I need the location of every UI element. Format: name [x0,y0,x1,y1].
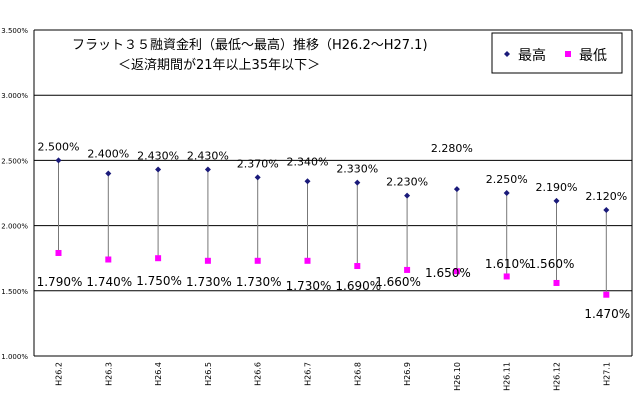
max-point [55,157,62,164]
min-value-label: 1.560% [529,257,575,271]
x-tick-label: H26.9 [403,362,412,386]
min-value-label: 1.790% [37,275,83,289]
min-point [304,257,311,264]
min-value-label: 1.610% [485,257,531,271]
y-tick-label: 2.000% [1,223,28,231]
max-value-label: 2.330% [336,163,378,176]
min-point [503,273,510,280]
min-point [354,263,361,270]
legend-label-max: 最高 [518,47,546,64]
max-point [204,166,211,173]
min-point [453,268,460,275]
legend-marker-min [565,51,571,57]
x-tick-label: H26.11 [503,362,512,391]
grid-layer [33,29,633,357]
min-value-label: 1.690% [335,279,381,293]
x-tick-label: H26.6 [254,362,263,386]
max-point [404,192,411,199]
y-tick-label: 1.500% [1,288,28,296]
y-tick-label: 3.500% [1,27,28,35]
min-point [254,257,261,264]
min-value-label: 1.750% [136,274,182,288]
min-point [155,255,162,262]
x-tick-label: H26.3 [104,362,113,386]
legend: 最高 最低 [491,32,623,74]
y-tick-label: 2.500% [1,157,28,165]
max-value-label: 2.430% [137,150,179,163]
label-layer: 2.500% 1.790% 2.400% 1.740% 2.430% 1.750% 2.43… [37,140,631,321]
x-tick-label: H26.10 [453,362,462,391]
min-point [105,256,112,263]
x-tick-label: H26.12 [553,362,562,391]
min-value-label: 1.660% [375,275,421,289]
max-value-label: 2.500% [38,140,80,153]
max-value-label: 2.340% [287,155,329,168]
max-value-label: 2.120% [585,190,627,203]
max-value-label: 2.230% [386,176,428,189]
chart-title: フラット３５融資金利（最低～最高）推移（H26.2～H27.1) [72,37,428,53]
max-value-label: 2.430% [187,150,229,163]
y-tick-label: 1.000% [1,353,28,361]
x-tick-layer: H26.2 H26.3 H26.4 H26.5 H26.6 H26.7 H26.8 H26.9… [55,362,612,391]
y-tick-layer: 1.000% 1.500% 2.000% 2.500% 3.000% 3.500% [1,27,28,361]
max-value-label: 2.370% [237,157,279,170]
min-value-label: 1.740% [86,275,132,289]
x-tick-label: H26.4 [154,362,163,386]
max-point [603,206,610,213]
chart-subtitle: ＜返済期間が21年以上35年以下＞ [118,57,320,73]
mark-layer [55,157,610,298]
max-value-label: 2.280% [431,142,473,155]
min-value-label: 1.650% [425,266,471,280]
x-tick-label: H26.5 [204,362,213,386]
min-value-label: 1.730% [186,275,232,289]
max-point [254,174,261,181]
min-point [55,249,62,256]
max-value-label: 2.250% [486,173,528,186]
min-value-label: 1.470% [584,307,630,321]
max-value-label: 2.400% [87,147,129,160]
max-point [304,178,311,185]
max-point [105,170,112,177]
min-point [404,266,411,273]
x-tick-label: H26.8 [353,362,362,386]
max-point [453,186,460,193]
min-point [603,291,610,298]
legend-box [491,32,623,74]
stem-layer [58,160,607,295]
max-point [354,179,361,186]
max-value-label: 2.190% [536,181,578,194]
min-value-label: 1.730% [286,279,332,293]
min-value-label: 1.730% [236,275,282,289]
y-tick-label: 3.000% [1,92,28,100]
max-point [553,197,560,204]
x-tick-label: H26.2 [55,362,64,386]
x-tick-label: H26.7 [304,362,313,386]
min-point [553,279,560,286]
legend-marker-max [504,51,510,57]
max-point [503,190,510,196]
max-point [155,166,162,173]
legend-label-min: 最低 [579,48,607,64]
x-tick-label: H27.1 [602,362,611,386]
min-point [204,257,211,264]
